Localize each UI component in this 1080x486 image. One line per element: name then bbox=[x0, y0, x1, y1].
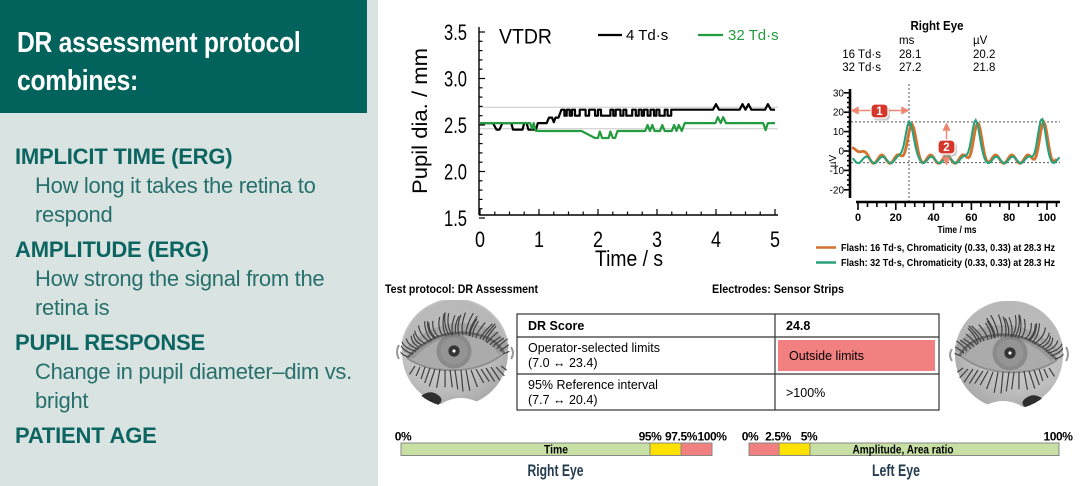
svg-text:20: 20 bbox=[833, 108, 845, 119]
svg-text:100%: 100% bbox=[1043, 430, 1073, 444]
svg-text:1.5: 1.5 bbox=[444, 206, 467, 231]
svg-text:Electrodes: Sensor Strips: Electrodes: Sensor Strips bbox=[712, 282, 844, 296]
svg-text:2: 2 bbox=[943, 142, 949, 154]
svg-text:4 Td·s: 4 Td·s bbox=[626, 27, 668, 44]
svg-text:Time: Time bbox=[544, 445, 568, 457]
svg-text:10: 10 bbox=[833, 127, 845, 138]
svg-text:-20: -20 bbox=[830, 185, 845, 196]
svg-text:Right Eye: Right Eye bbox=[911, 18, 964, 33]
svg-text:Test protocol: DR Assessment: Test protocol: DR Assessment bbox=[385, 282, 538, 296]
svg-text:2.5: 2.5 bbox=[444, 113, 467, 138]
svg-text:100%: 100% bbox=[697, 430, 727, 444]
svg-text:Time / ms: Time / ms bbox=[938, 224, 977, 236]
svg-text:Operator-selected limits: Operator-selected limits bbox=[528, 341, 660, 355]
svg-text:VTDR: VTDR bbox=[499, 25, 552, 49]
svg-text:5%: 5% bbox=[801, 430, 818, 444]
svg-text:20.2: 20.2 bbox=[973, 49, 995, 61]
svg-text:100: 100 bbox=[1038, 212, 1056, 224]
svg-text:2: 2 bbox=[593, 227, 603, 252]
svg-text:3.0: 3.0 bbox=[444, 67, 467, 92]
svg-text:30: 30 bbox=[833, 88, 845, 99]
svg-text:0: 0 bbox=[855, 212, 861, 224]
svg-text:Outside limits: Outside limits bbox=[789, 349, 864, 363]
svg-text:60: 60 bbox=[965, 212, 977, 224]
svg-text:95%: 95% bbox=[639, 430, 663, 444]
svg-text:Time / s: Time / s bbox=[595, 246, 663, 271]
svg-text:1: 1 bbox=[534, 227, 544, 252]
svg-text:5: 5 bbox=[770, 227, 780, 252]
svg-text:Amplitude, Area ratio: Amplitude, Area ratio bbox=[853, 445, 954, 457]
svg-text:32 Td·s: 32 Td·s bbox=[728, 27, 779, 44]
svg-text:0: 0 bbox=[838, 147, 844, 158]
svg-text:Flash: 16 Td·s, Chromaticity (: Flash: 16 Td·s, Chromaticity (0.33, 0.33… bbox=[841, 242, 1055, 254]
svg-text:µV: µV bbox=[973, 35, 988, 47]
svg-text:97.5%: 97.5% bbox=[665, 430, 698, 444]
svg-text:95% Reference interval: 95% Reference interval bbox=[528, 378, 658, 392]
svg-text:Right Eye: Right Eye bbox=[528, 461, 584, 480]
svg-text:24.8: 24.8 bbox=[786, 319, 810, 333]
svg-text:(7.7 ↔ 20.4): (7.7 ↔ 20.4) bbox=[528, 393, 597, 407]
svg-text:-10: -10 bbox=[830, 166, 845, 177]
svg-text:Flash: 32 Td·s, Chromaticity (: Flash: 32 Td·s, Chromaticity (0.33, 0.33… bbox=[841, 257, 1055, 269]
svg-text:4: 4 bbox=[711, 227, 721, 252]
svg-text:0%: 0% bbox=[395, 430, 412, 444]
svg-text:2.0: 2.0 bbox=[444, 160, 467, 185]
svg-text:40: 40 bbox=[927, 212, 939, 224]
svg-text:20: 20 bbox=[890, 212, 902, 224]
svg-text:µV: µV bbox=[828, 154, 839, 167]
svg-text:3: 3 bbox=[652, 227, 662, 252]
svg-text:>100%: >100% bbox=[786, 386, 825, 400]
svg-text:27.2: 27.2 bbox=[899, 62, 921, 74]
svg-text:0%: 0% bbox=[742, 430, 759, 444]
svg-text:ms: ms bbox=[899, 35, 915, 47]
svg-text:32 Td·s: 32 Td·s bbox=[842, 62, 881, 74]
svg-text:0: 0 bbox=[475, 227, 485, 252]
svg-text:28.1: 28.1 bbox=[899, 49, 921, 61]
svg-text:80: 80 bbox=[1003, 212, 1015, 224]
svg-text:DR Score: DR Score bbox=[528, 319, 584, 333]
svg-text:16 Td·s: 16 Td·s bbox=[842, 49, 881, 61]
svg-text:21.8: 21.8 bbox=[973, 62, 995, 74]
svg-text:Pupil dia. / mm: Pupil dia. / mm bbox=[409, 48, 432, 194]
svg-text:1: 1 bbox=[876, 106, 883, 118]
svg-text:2.5%: 2.5% bbox=[765, 430, 791, 444]
svg-text:(7.0 ↔ 23.4): (7.0 ↔ 23.4) bbox=[528, 356, 597, 370]
svg-text:3.5: 3.5 bbox=[444, 20, 467, 45]
svg-text:Left Eye: Left Eye bbox=[872, 461, 920, 480]
